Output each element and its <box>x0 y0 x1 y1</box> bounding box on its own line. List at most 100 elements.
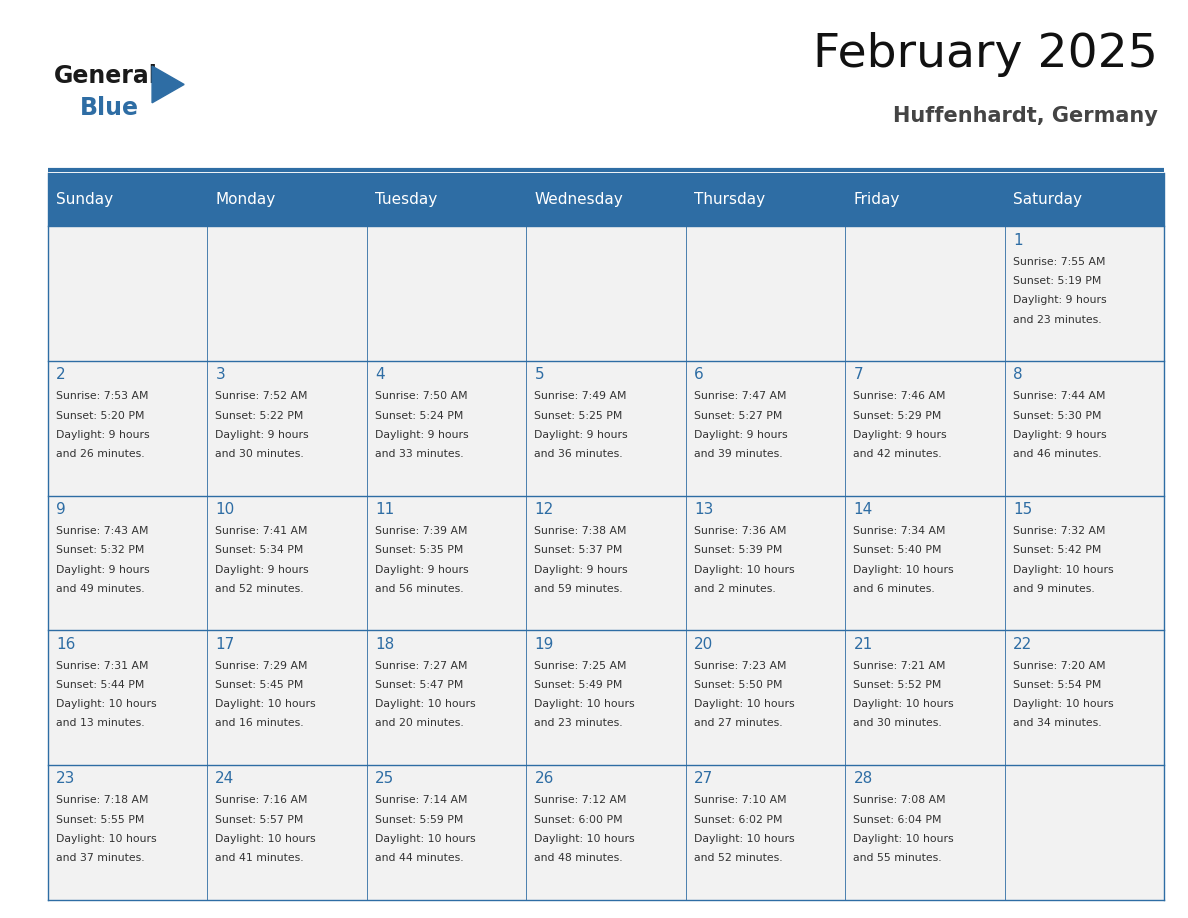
Text: 2: 2 <box>56 367 65 383</box>
Text: Sunrise: 7:23 AM: Sunrise: 7:23 AM <box>694 661 786 671</box>
Text: 15: 15 <box>1013 502 1032 517</box>
Bar <box>367 173 526 227</box>
Bar <box>526 361 685 496</box>
Text: Daylight: 10 hours: Daylight: 10 hours <box>1013 565 1113 575</box>
Text: and 44 minutes.: and 44 minutes. <box>375 853 463 863</box>
Text: Sunset: 5:42 PM: Sunset: 5:42 PM <box>1013 545 1101 555</box>
Bar <box>207 765 367 900</box>
Text: Sunset: 5:45 PM: Sunset: 5:45 PM <box>215 680 304 690</box>
Bar <box>207 173 367 227</box>
Bar <box>367 765 526 900</box>
Text: Sunday: Sunday <box>56 192 113 207</box>
Text: Sunset: 5:19 PM: Sunset: 5:19 PM <box>1013 276 1101 286</box>
Text: and 23 minutes.: and 23 minutes. <box>535 719 623 729</box>
Bar <box>48 631 207 765</box>
Bar <box>685 361 845 496</box>
Text: and 27 minutes.: and 27 minutes. <box>694 719 783 729</box>
Text: and 20 minutes.: and 20 minutes. <box>375 719 463 729</box>
Text: Sunrise: 7:29 AM: Sunrise: 7:29 AM <box>215 661 308 671</box>
Text: Daylight: 10 hours: Daylight: 10 hours <box>56 700 157 710</box>
Text: Sunrise: 7:53 AM: Sunrise: 7:53 AM <box>56 391 148 401</box>
Text: Sunrise: 7:43 AM: Sunrise: 7:43 AM <box>56 526 148 536</box>
Text: Sunrise: 7:50 AM: Sunrise: 7:50 AM <box>375 391 468 401</box>
Text: Sunset: 5:50 PM: Sunset: 5:50 PM <box>694 680 783 690</box>
Text: Sunset: 5:40 PM: Sunset: 5:40 PM <box>853 545 942 555</box>
Bar <box>685 631 845 765</box>
Text: 22: 22 <box>1013 637 1032 652</box>
Text: Blue: Blue <box>80 96 139 120</box>
Text: Sunset: 5:34 PM: Sunset: 5:34 PM <box>215 545 304 555</box>
Text: and 30 minutes.: and 30 minutes. <box>215 449 304 459</box>
Text: Daylight: 10 hours: Daylight: 10 hours <box>1013 700 1113 710</box>
Text: 16: 16 <box>56 637 75 652</box>
Text: and 42 minutes.: and 42 minutes. <box>853 449 942 459</box>
Text: and 55 minutes.: and 55 minutes. <box>853 853 942 863</box>
Text: Daylight: 9 hours: Daylight: 9 hours <box>375 430 468 440</box>
Text: 3: 3 <box>215 367 225 383</box>
Text: Wednesday: Wednesday <box>535 192 624 207</box>
Text: and 9 minutes.: and 9 minutes. <box>1013 584 1095 594</box>
Text: Friday: Friday <box>853 192 899 207</box>
Text: Sunset: 5:24 PM: Sunset: 5:24 PM <box>375 410 463 420</box>
Text: Daylight: 9 hours: Daylight: 9 hours <box>535 565 628 575</box>
Bar <box>526 173 685 227</box>
Text: Daylight: 9 hours: Daylight: 9 hours <box>1013 430 1107 440</box>
Text: Sunrise: 7:10 AM: Sunrise: 7:10 AM <box>694 795 786 805</box>
Text: Sunset: 6:04 PM: Sunset: 6:04 PM <box>853 814 942 824</box>
Bar <box>685 227 845 361</box>
Text: Daylight: 10 hours: Daylight: 10 hours <box>694 700 795 710</box>
Bar <box>526 496 685 631</box>
Text: and 6 minutes.: and 6 minutes. <box>853 584 935 594</box>
Text: 10: 10 <box>215 502 234 517</box>
Text: and 39 minutes.: and 39 minutes. <box>694 449 783 459</box>
Text: 14: 14 <box>853 502 873 517</box>
Text: Sunset: 5:25 PM: Sunset: 5:25 PM <box>535 410 623 420</box>
Text: Daylight: 10 hours: Daylight: 10 hours <box>853 700 954 710</box>
Text: Sunrise: 7:12 AM: Sunrise: 7:12 AM <box>535 795 627 805</box>
Text: and 52 minutes.: and 52 minutes. <box>694 853 783 863</box>
Bar <box>48 173 207 227</box>
Text: Sunset: 5:30 PM: Sunset: 5:30 PM <box>1013 410 1101 420</box>
Text: Monday: Monday <box>215 192 276 207</box>
Text: Sunset: 6:02 PM: Sunset: 6:02 PM <box>694 814 783 824</box>
Bar <box>367 361 526 496</box>
Text: Sunrise: 7:16 AM: Sunrise: 7:16 AM <box>215 795 308 805</box>
Text: Sunrise: 7:08 AM: Sunrise: 7:08 AM <box>853 795 946 805</box>
Text: 24: 24 <box>215 771 234 787</box>
Text: and 59 minutes.: and 59 minutes. <box>535 584 623 594</box>
Text: 4: 4 <box>375 367 385 383</box>
Text: and 26 minutes.: and 26 minutes. <box>56 449 145 459</box>
Text: and 34 minutes.: and 34 minutes. <box>1013 719 1101 729</box>
Text: 28: 28 <box>853 771 873 787</box>
Text: Sunrise: 7:21 AM: Sunrise: 7:21 AM <box>853 661 946 671</box>
Text: Saturday: Saturday <box>1013 192 1082 207</box>
Text: Daylight: 9 hours: Daylight: 9 hours <box>215 430 309 440</box>
Text: Sunset: 5:35 PM: Sunset: 5:35 PM <box>375 545 463 555</box>
Text: Thursday: Thursday <box>694 192 765 207</box>
Text: Daylight: 10 hours: Daylight: 10 hours <box>215 834 316 844</box>
Text: Daylight: 9 hours: Daylight: 9 hours <box>694 430 788 440</box>
Text: and 30 minutes.: and 30 minutes. <box>853 719 942 729</box>
Text: Daylight: 10 hours: Daylight: 10 hours <box>694 834 795 844</box>
Text: 9: 9 <box>56 502 65 517</box>
Bar <box>367 227 526 361</box>
Text: 23: 23 <box>56 771 75 787</box>
Text: 1: 1 <box>1013 233 1023 248</box>
Bar <box>207 227 367 361</box>
Text: Daylight: 10 hours: Daylight: 10 hours <box>853 565 954 575</box>
Text: Sunset: 5:32 PM: Sunset: 5:32 PM <box>56 545 144 555</box>
Text: Sunset: 5:37 PM: Sunset: 5:37 PM <box>535 545 623 555</box>
Text: Sunset: 5:39 PM: Sunset: 5:39 PM <box>694 545 783 555</box>
Text: Sunrise: 7:44 AM: Sunrise: 7:44 AM <box>1013 391 1106 401</box>
Text: Sunset: 5:55 PM: Sunset: 5:55 PM <box>56 814 144 824</box>
Text: Sunset: 5:44 PM: Sunset: 5:44 PM <box>56 680 144 690</box>
Text: Sunset: 5:54 PM: Sunset: 5:54 PM <box>1013 680 1101 690</box>
Text: Sunset: 5:47 PM: Sunset: 5:47 PM <box>375 680 463 690</box>
Text: and 33 minutes.: and 33 minutes. <box>375 449 463 459</box>
Bar <box>48 496 207 631</box>
Text: Sunrise: 7:41 AM: Sunrise: 7:41 AM <box>215 526 308 536</box>
Text: Sunrise: 7:49 AM: Sunrise: 7:49 AM <box>535 391 627 401</box>
Text: Sunset: 5:22 PM: Sunset: 5:22 PM <box>215 410 304 420</box>
Text: 13: 13 <box>694 502 713 517</box>
Text: and 48 minutes.: and 48 minutes. <box>535 853 623 863</box>
